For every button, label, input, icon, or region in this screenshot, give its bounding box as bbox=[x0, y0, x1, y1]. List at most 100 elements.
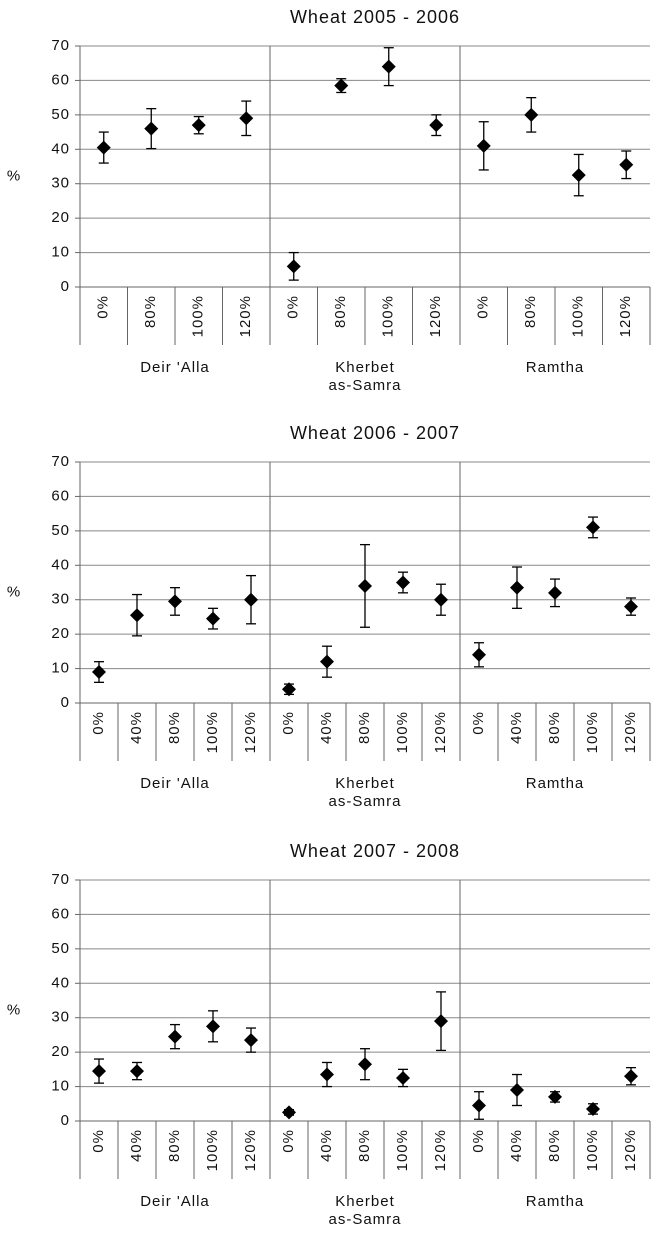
marker bbox=[434, 592, 448, 607]
group-label: Deir 'Alla bbox=[140, 1193, 210, 1210]
x-tick-label: 120% bbox=[432, 1129, 449, 1171]
marker bbox=[206, 1019, 220, 1034]
marker bbox=[586, 1101, 600, 1116]
x-tick-label: 40% bbox=[128, 1129, 145, 1162]
marker bbox=[548, 585, 562, 600]
y-tick-label: 20 bbox=[51, 209, 70, 226]
y-tick-label: 10 bbox=[51, 244, 70, 261]
marker bbox=[524, 107, 539, 122]
x-tick-label: 100% bbox=[204, 711, 221, 753]
marker bbox=[168, 594, 182, 609]
marker bbox=[239, 111, 254, 126]
y-tick-label: 60 bbox=[51, 71, 70, 88]
y-tick-label: 0 bbox=[61, 694, 70, 711]
x-tick-label: 120% bbox=[622, 1129, 639, 1171]
x-tick-label: 80% bbox=[356, 1129, 373, 1162]
marker bbox=[168, 1029, 182, 1044]
y-tick-label: 50 bbox=[51, 940, 70, 957]
y-tick-label: 50 bbox=[51, 522, 70, 539]
group-label: Kherbet as-Samra bbox=[328, 359, 402, 394]
x-tick-label: 120% bbox=[617, 295, 634, 337]
x-tick-label: 0% bbox=[280, 1129, 297, 1153]
marker bbox=[472, 647, 486, 662]
y-tick-label: 60 bbox=[51, 905, 70, 922]
y-tick-label: 40 bbox=[51, 140, 70, 157]
marker bbox=[472, 1098, 486, 1113]
marker bbox=[320, 1067, 334, 1082]
x-tick-label: 40% bbox=[508, 1129, 525, 1162]
marker bbox=[396, 575, 410, 590]
group-label: Kherbet as-Samra bbox=[328, 1193, 402, 1228]
x-tick-label: 0% bbox=[90, 1129, 107, 1153]
y-tick-label: 50 bbox=[51, 106, 70, 123]
marker bbox=[144, 121, 159, 136]
group-label: Ramtha bbox=[525, 775, 585, 792]
x-tick-label: 80% bbox=[546, 711, 563, 744]
marker bbox=[320, 654, 334, 669]
marker bbox=[244, 1033, 258, 1048]
marker bbox=[619, 157, 634, 172]
y-tick-label: 10 bbox=[51, 660, 70, 677]
y-axis-label: % bbox=[7, 583, 21, 600]
x-tick-label: 0% bbox=[470, 1129, 487, 1153]
y-tick-label: 20 bbox=[51, 625, 70, 642]
x-tick-label: 80% bbox=[332, 295, 349, 328]
x-tick-label: 0% bbox=[95, 295, 112, 319]
group-label: Deir 'Alla bbox=[140, 775, 210, 792]
x-tick-label: 80% bbox=[166, 711, 183, 744]
marker bbox=[191, 118, 206, 133]
marker bbox=[429, 118, 444, 133]
y-tick-label: 30 bbox=[51, 1009, 70, 1026]
x-tick-label: 120% bbox=[242, 711, 259, 753]
marker bbox=[334, 78, 349, 93]
x-tick-label: 0% bbox=[280, 711, 297, 735]
marker bbox=[624, 599, 638, 614]
y-tick-label: 70 bbox=[51, 871, 70, 888]
x-tick-label: 100% bbox=[584, 1129, 601, 1171]
x-tick-label: 120% bbox=[427, 295, 444, 337]
x-tick-label: 100% bbox=[190, 295, 207, 337]
x-tick-label: 100% bbox=[394, 711, 411, 753]
x-tick-label: 0% bbox=[470, 711, 487, 735]
y-tick-label: 0 bbox=[61, 1112, 70, 1129]
chart-title: Wheat 2005 - 2006 bbox=[290, 7, 460, 27]
marker bbox=[130, 608, 144, 623]
marker bbox=[282, 1105, 296, 1120]
x-tick-label: 100% bbox=[584, 711, 601, 753]
x-tick-label: 40% bbox=[318, 711, 335, 744]
y-axis-label: % bbox=[7, 167, 21, 184]
x-tick-label: 120% bbox=[237, 295, 254, 337]
y-tick-label: 30 bbox=[51, 591, 70, 608]
marker bbox=[92, 1064, 106, 1079]
marker bbox=[624, 1069, 638, 1084]
marker bbox=[358, 578, 372, 593]
x-tick-label: 0% bbox=[475, 295, 492, 319]
marker bbox=[244, 592, 258, 607]
marker bbox=[548, 1089, 562, 1104]
marker bbox=[434, 1014, 448, 1029]
marker bbox=[476, 138, 491, 153]
x-tick-label: 100% bbox=[204, 1129, 221, 1171]
marker bbox=[396, 1070, 410, 1085]
group-label: Kherbet as-Samra bbox=[328, 775, 402, 810]
marker bbox=[571, 168, 586, 183]
y-tick-label: 70 bbox=[51, 37, 70, 54]
x-tick-label: 80% bbox=[546, 1129, 563, 1162]
marker bbox=[510, 580, 524, 595]
group-label: Ramtha bbox=[525, 1193, 585, 1210]
x-tick-label: 40% bbox=[318, 1129, 335, 1162]
x-tick-label: 100% bbox=[570, 295, 587, 337]
group-label: Deir 'Alla bbox=[140, 359, 210, 376]
y-tick-label: 0 bbox=[61, 278, 70, 295]
group-label: Ramtha bbox=[525, 359, 585, 376]
x-tick-label: 80% bbox=[166, 1129, 183, 1162]
chart-title: Wheat 2006 - 2007 bbox=[290, 423, 460, 443]
marker bbox=[96, 140, 111, 155]
x-tick-label: 100% bbox=[380, 295, 397, 337]
marker bbox=[510, 1083, 524, 1098]
x-tick-label: 40% bbox=[128, 711, 145, 744]
marker bbox=[130, 1064, 144, 1079]
y-tick-label: 40 bbox=[51, 974, 70, 991]
x-tick-label: 120% bbox=[622, 711, 639, 753]
